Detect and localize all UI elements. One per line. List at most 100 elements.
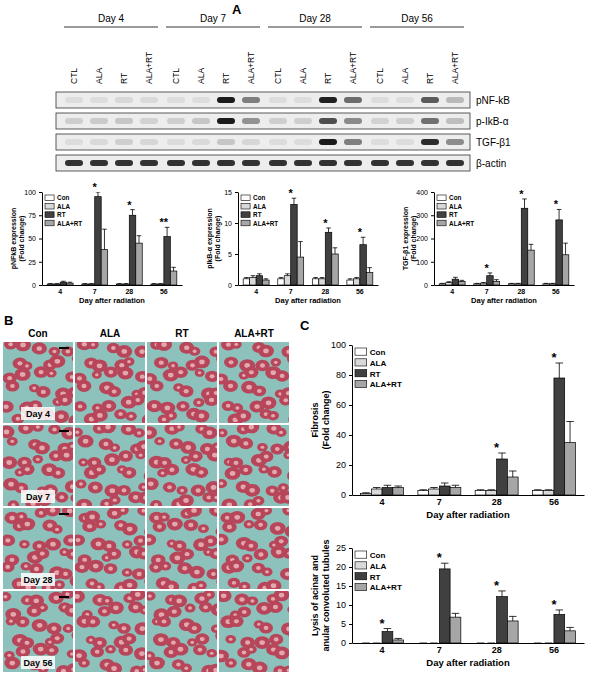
micrograph-lumen [112,511,117,516]
micrograph-lumen [162,461,167,465]
micrograph-tubule [66,548,73,559]
y-axis-title: (Fold change) [321,391,331,450]
y-tick: 100 [331,340,352,350]
micrograph-tubule [130,591,145,601]
micrograph-lumen [40,551,45,555]
micrograph-lumen [192,626,197,630]
bar [429,643,440,644]
error-bar [452,613,460,617]
micrograph-tubule [254,519,268,530]
y-tick-mark [39,285,42,286]
plot-area [243,198,373,285]
y-tick: 100 [24,189,42,196]
error-bar [477,643,485,644]
micrograph-tubule [195,369,205,377]
micrograph-tubule [32,425,44,432]
y-tick-mark [39,192,42,193]
micrograph-lumen [157,525,162,529]
legend-label: Con [449,194,461,201]
micrograph-tubule [15,342,31,351]
micrograph-tubule [228,560,244,573]
micrograph-lumen [257,389,262,393]
micrograph-lumen [207,593,211,597]
error-bar [55,283,60,284]
bar [243,279,249,285]
micrograph-tubule [46,369,56,377]
micrograph-lumen [158,440,162,443]
micrograph-lumen [112,389,117,393]
blot-group-label: Day 28 [299,13,331,24]
y-tick-mark [39,239,42,240]
bar [325,232,331,285]
legend-label: ALA+RT [57,220,82,227]
micrograph [75,342,145,423]
histology-row-label-box [21,573,55,586]
bar [332,254,338,285]
blot-lane-label: ALA+RT [450,52,460,84]
micrograph-lumen [261,446,265,449]
micrograph-tubule [122,568,133,577]
blot-lane-label: RT [323,73,333,84]
y-tick-mark [431,239,434,240]
blot-row-label: β-actin [476,158,506,169]
blot-band [192,118,210,124]
micrograph-lumen [141,444,145,449]
micrograph-lumen [216,607,217,612]
blot-lane-label: RT [221,73,231,84]
micrograph-lumen [202,527,206,530]
micrograph-tubule [147,592,156,601]
micrograph-lumen [63,550,67,553]
micrograph-lumen [226,342,231,346]
chart: 0100200300400472856Day after radiationTG… [402,188,575,305]
legend-label: RT [370,573,381,582]
scale-bar [59,596,69,598]
error-bar [509,283,514,284]
error-bar [556,363,564,378]
micrograph-lumen [214,551,217,555]
micrograph-tubule [239,438,254,450]
x-tick: 4 [380,497,385,507]
x-tick: 56 [549,645,559,655]
micrograph-lumen [46,467,52,472]
x-tick-label: 28 [492,497,502,507]
error-bar [447,281,452,283]
micrograph-tubule [76,499,92,506]
significance-mark: * [519,188,524,200]
micrograph-lumen [263,349,269,354]
micrograph-lumen [214,508,217,513]
axis-line [238,193,239,286]
micrograph-lumen [168,373,174,378]
micrograph-lumen [233,461,238,465]
y-tick-mark [349,586,352,587]
bar [263,280,269,285]
micrograph-lumen [219,537,224,541]
significance-mark: * [127,199,132,211]
error-bar [158,283,163,284]
micrograph-tubule [239,464,253,475]
micrograph-lumen [63,572,68,576]
micrograph-lumen [245,557,249,560]
micrograph-tubule [287,353,289,364]
x-tick: 56 [552,288,560,295]
y-tick-mark [431,215,434,216]
bar [418,643,429,644]
x-tick-label: 7 [289,288,293,295]
micrograph-lumen [161,471,165,474]
bar [297,257,303,285]
micrograph-lumen [181,404,186,408]
axis-line [43,285,183,286]
x-tick: 4 [254,288,258,295]
micrograph-background [147,591,217,672]
x-tick-label: 4 [450,288,454,295]
error-bar [362,492,370,494]
micrograph-tubule [224,357,238,368]
histology-column-label: ALA+RT [234,328,274,339]
micrograph-background [75,591,145,672]
scale-bar [59,347,69,349]
micrograph-tubule [206,649,217,657]
micrograph-tubule [259,622,273,633]
y-axis-title: Lysis of acinar and [310,555,320,636]
error-bar [545,643,553,644]
x-tick-label: 28 [125,288,133,295]
histology-row-label-box [21,407,55,420]
